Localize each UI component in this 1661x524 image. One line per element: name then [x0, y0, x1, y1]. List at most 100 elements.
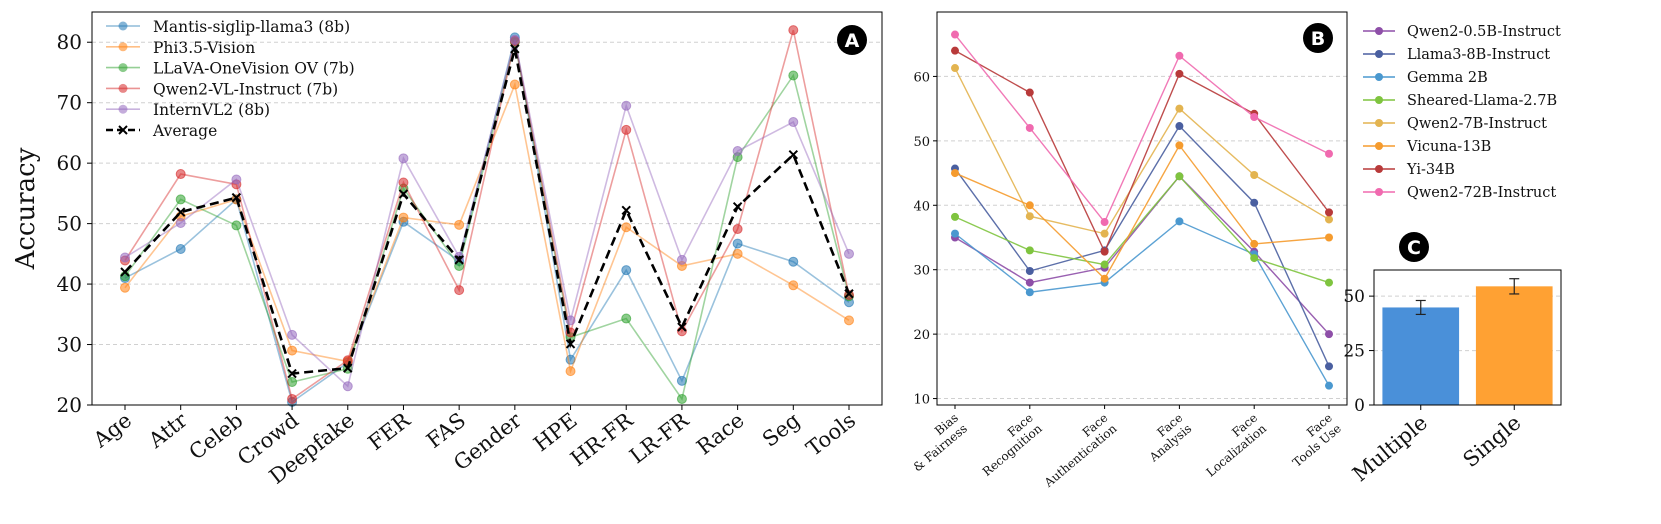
chart-a-point — [398, 212, 409, 223]
chart-a-legend-marker — [118, 125, 128, 135]
chart-a-point — [342, 355, 353, 366]
chart-c-bars — [1382, 278, 1553, 405]
chart-a-legend-marker — [118, 63, 128, 73]
chart-b-point — [1100, 218, 1109, 227]
chart-a-point — [398, 177, 409, 188]
chart-b-legend-label: Qwen2-72B-Instruct — [1407, 185, 1556, 201]
chart-b-series — [951, 172, 1333, 287]
chart-a-point — [788, 25, 799, 36]
chart-a-x-tick-label: Seg — [758, 408, 805, 452]
chart-a-series — [120, 79, 854, 377]
chart-a-frame — [91, 11, 883, 406]
chart-a-average-point — [788, 149, 799, 160]
chart-a-legend-marker — [118, 104, 128, 114]
chart-b-series-line — [954, 34, 1330, 224]
chart-a-series-average — [120, 44, 854, 379]
chart-a-series-line — [124, 37, 850, 404]
chart-b-legend-marker — [1375, 119, 1383, 127]
chart-c-y-tick-label: 50 — [1343, 287, 1365, 307]
chart-b-x-tick-label: FaceLocalization — [1195, 410, 1270, 479]
chart-a-point — [342, 381, 353, 392]
chart-a-point — [287, 329, 298, 340]
chart-b-point — [1325, 215, 1333, 224]
chart-a-legend-item: InternVL2 (8b) — [106, 101, 270, 119]
chart-a-point — [565, 366, 576, 377]
chart-b-legend-item: Qwen2-7B-Instruct — [1363, 116, 1547, 132]
chart-a-average-point — [844, 289, 854, 299]
chart-b-legend-marker — [1375, 27, 1383, 35]
chart-b-legend-label: Sheared-Llama-2.7B — [1407, 93, 1557, 109]
chart-b-point — [1325, 149, 1333, 158]
chart-c-x-tick-label: Single — [1459, 410, 1526, 472]
chart-b-point — [1100, 260, 1109, 269]
chart-b-point — [1325, 362, 1333, 371]
chart-a-point — [509, 79, 520, 90]
chart-a-x-tick-label: Tools — [802, 408, 860, 461]
chart-b-legend-label: Gemma 2B — [1407, 70, 1488, 86]
chart-b-x-tick-label: Bias& Fairness — [901, 411, 969, 475]
chart-b-x-ticks: Bias& Fairness FaceRecognition FaceAuthent… — [901, 405, 1344, 490]
chart-b-point — [1025, 88, 1034, 97]
chart-b-point — [1250, 170, 1259, 179]
chart-a-grid — [92, 41, 882, 346]
chart-a-point — [231, 174, 242, 185]
chart-b-point — [1175, 172, 1184, 181]
chart-a-point — [621, 222, 632, 233]
chart-b-series-line — [954, 175, 1330, 284]
chart-b-point — [1025, 123, 1034, 132]
chart-a-x-tick-label: LR-FR — [625, 407, 694, 468]
chart-c-bar — [1475, 286, 1553, 405]
chart-a-x-tick-label: Race — [692, 408, 749, 460]
chart-a-point — [732, 248, 743, 259]
chart-a-legend-label: InternVL2 (8b) — [153, 101, 270, 119]
chart-b-point — [1325, 381, 1333, 390]
chart-a-legend-marker — [118, 21, 128, 31]
chart-a-legend: Mantis-siglip-llama3 (8b) Phi3.5-Vision LL… — [106, 18, 355, 140]
chart-a-point — [621, 313, 632, 324]
chart-a-legend-label: LLaVA-OneVision OV (7b) — [153, 60, 355, 78]
chart-b-point — [1250, 113, 1259, 122]
chart-b-legend-marker — [1375, 142, 1383, 150]
chart-a-series — [120, 34, 854, 392]
chart-b-legend-label: Qwen2-7B-Instruct — [1407, 116, 1547, 132]
chart-b-badge: B — [1303, 23, 1333, 53]
chart-a-y-tick-label: 30 — [57, 333, 82, 357]
chart-a-y-tick-label: 80 — [57, 30, 82, 54]
chart-a-legend-item: Phi3.5-Vision — [106, 39, 255, 57]
chart-a-series-line — [124, 39, 850, 388]
chart-a-legend-item: Mantis-siglip-llama3 (8b) — [106, 18, 350, 36]
chart-a-point — [621, 124, 632, 135]
chart-c-frame — [1373, 269, 1562, 406]
chart-a-y-tick-label: 20 — [57, 393, 82, 417]
chart-a-y-ticks: 20 30 40 50 60 70 80 — [57, 30, 92, 417]
chart-a-point — [231, 220, 242, 231]
chart-a-point — [175, 218, 186, 229]
chart-c-x-ticks: Multiple Single — [1348, 405, 1525, 486]
chart-b-point — [1250, 254, 1259, 263]
chart-b-point — [1175, 141, 1184, 150]
chart-b-x-tick-label: FaceAuthentication — [1032, 410, 1120, 490]
chart-b-legend-label: Vicuna-13B — [1406, 139, 1491, 155]
chart-c-bar — [1382, 307, 1460, 405]
chart-b-series-line — [954, 175, 1330, 335]
chart-a-point — [175, 169, 186, 180]
chart-a-point — [565, 315, 576, 326]
chart-a-point — [844, 315, 854, 326]
chart-b-legend-item: Gemma 2B — [1363, 70, 1488, 86]
chart-b-legend-item: Llama3-8B-Instruct — [1363, 47, 1550, 63]
chart-b-point — [1175, 217, 1184, 226]
chart-b-series — [951, 30, 1333, 227]
chart-b-point — [951, 212, 959, 221]
chart-c-y-tick-label: 25 — [1343, 342, 1365, 362]
chart-b-series — [951, 30, 1333, 390]
chart-a-legend-item: Qwen2-VL-Instruct (7b) — [106, 80, 338, 98]
chart-b-legend-marker — [1375, 96, 1383, 104]
chart-b: 10 20 30 40 50 60 Bias& Fairness FaceRecogniti… — [901, 11, 1561, 490]
chart-b-point — [951, 169, 959, 178]
chart-a-point — [120, 252, 130, 263]
chart-b-point — [1325, 330, 1333, 339]
chart-b-y-tick-label: 20 — [913, 328, 930, 343]
chart-b-point — [1025, 288, 1034, 297]
chart-a-point — [788, 117, 799, 128]
